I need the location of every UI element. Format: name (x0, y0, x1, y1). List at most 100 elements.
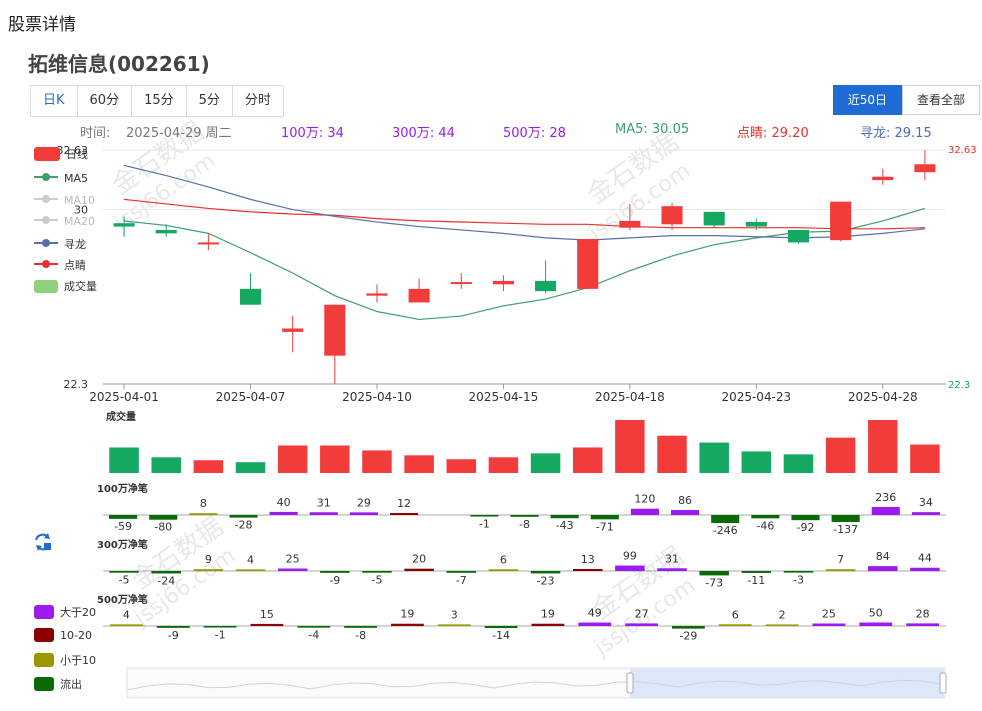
swap-icon[interactable] (33, 532, 53, 552)
legend-dianjing[interactable]: 点睛 (34, 257, 86, 273)
legend-outflow[interactable]: 流出 (34, 676, 82, 692)
candle-body (914, 164, 936, 173)
net-bar (349, 512, 378, 515)
legend-ma10[interactable]: MA10 (34, 194, 95, 207)
legend-ma5[interactable]: MA5 (34, 172, 88, 185)
legend-swatch-ma20 (34, 215, 58, 228)
net-bar (404, 568, 434, 571)
candle-body (113, 223, 135, 227)
range-buttons: 近50日 查看全部 (832, 85, 980, 115)
tab-daily-k[interactable]: 日K (31, 86, 78, 116)
net-bar (250, 623, 284, 626)
net-value-label: -5 (119, 574, 130, 587)
tab-15min[interactable]: 15分 (132, 86, 187, 116)
net-value-label: 3 (451, 608, 458, 621)
net-bar (765, 624, 799, 626)
net-bar (391, 623, 424, 626)
net-value-label: 6 (500, 553, 507, 566)
period-tabs: 日K 60分 15分 5分 分时 (30, 85, 284, 117)
series-line-2 (123, 164, 925, 241)
legend-label-10-20: 10-20 (60, 628, 92, 642)
legend-xunlong[interactable]: 寻龙 (34, 236, 86, 252)
tab-60min[interactable]: 60分 (78, 86, 133, 116)
net-value-label: 236 (875, 491, 896, 504)
candle-body (872, 176, 894, 181)
recent-50-days-button[interactable]: 近50日 (832, 85, 902, 115)
zoom-sparkline (126, 679, 944, 691)
zoom-handle-right[interactable] (939, 672, 947, 694)
legend-label-volume: 成交量 (64, 280, 97, 293)
net-value-label: 34 (919, 496, 933, 509)
net-bar (109, 515, 138, 519)
x-tick-label: 2025-04-28 (848, 390, 918, 404)
legend-gt20[interactable]: 大于20 (34, 604, 96, 620)
net-bar (437, 624, 471, 626)
info-bar: 时间: 2025-04-29 周二 100万: 34 300万: 44 500万… (0, 122, 982, 141)
net-value-label: -9 (329, 574, 340, 587)
net-bar (344, 626, 377, 628)
net-value-label: 4 (123, 608, 130, 621)
net-bar (711, 515, 740, 523)
net-bar (572, 568, 603, 571)
volume-bar (362, 450, 392, 473)
net-value-label: -5 (371, 574, 382, 587)
volume-bar (151, 457, 181, 473)
legend-volume[interactable]: 成交量 (34, 278, 97, 294)
net-value-label: 25 (822, 608, 836, 621)
legend-label-ma5: MA5 (64, 172, 89, 185)
net-bar (189, 513, 218, 515)
net-value-label: 27 (635, 607, 649, 620)
legend-ma20[interactable]: MA20 (34, 215, 95, 228)
net-bar (309, 512, 338, 515)
net-bar (871, 507, 900, 515)
legend-label-lt10: 小于10 (60, 654, 96, 667)
zoom-handle-left[interactable] (626, 672, 634, 694)
volume-bar (825, 437, 856, 473)
net-value-label: 28 (916, 607, 930, 620)
net-bar (531, 623, 565, 626)
net-value-label: -59 (114, 520, 132, 533)
candle-body (577, 239, 599, 289)
net500-readout: 500万: 28 (503, 126, 566, 141)
tab-5min[interactable]: 5分 (187, 86, 233, 116)
net-bar (156, 626, 190, 628)
candle-body (408, 288, 430, 303)
candle-body (745, 222, 767, 227)
net-bar (657, 568, 687, 571)
net-value-label: -137 (833, 523, 858, 536)
legend-swatch-lt10 (34, 653, 54, 667)
candle-body (450, 282, 472, 285)
legend-swatch-10-20 (34, 628, 54, 642)
min-price-label: 22.3 (948, 380, 970, 391)
y-tick-label: 32.63 (57, 144, 89, 157)
legend-daily[interactable]: 日线 (34, 146, 88, 162)
volume-bar (615, 420, 645, 473)
net-bar (488, 569, 519, 571)
net-bar (868, 566, 898, 571)
legend-label-ma20: MA20 (64, 215, 96, 228)
net-value-label: 9 (205, 553, 212, 566)
candle-body (366, 293, 388, 296)
net-value-label: 19 (400, 608, 414, 621)
legend-lt10[interactable]: 小于10 (34, 652, 96, 668)
legend-swatch-dianjing (34, 259, 58, 272)
view-all-button[interactable]: 查看全部 (901, 85, 980, 115)
net-value-label: -71 (596, 520, 614, 533)
net-bar (151, 571, 181, 574)
candle-body (661, 206, 683, 225)
legend-swatch-outflow (34, 677, 54, 691)
series-line-1 (124, 198, 925, 230)
volume-bar (404, 455, 434, 473)
net-value-label: -9 (168, 629, 179, 642)
net-bar (269, 511, 298, 515)
tab-intraday[interactable]: 分时 (244, 93, 271, 108)
legend-swatch-daily (34, 147, 60, 161)
net-value-label: -23 (537, 574, 555, 587)
x-tick-label: 2025-04-23 (721, 390, 791, 404)
legend-10-20[interactable]: 10-20 (34, 628, 92, 642)
net-value-label: 50 (869, 607, 883, 620)
net-bar (699, 571, 729, 576)
net-bar (791, 515, 820, 521)
